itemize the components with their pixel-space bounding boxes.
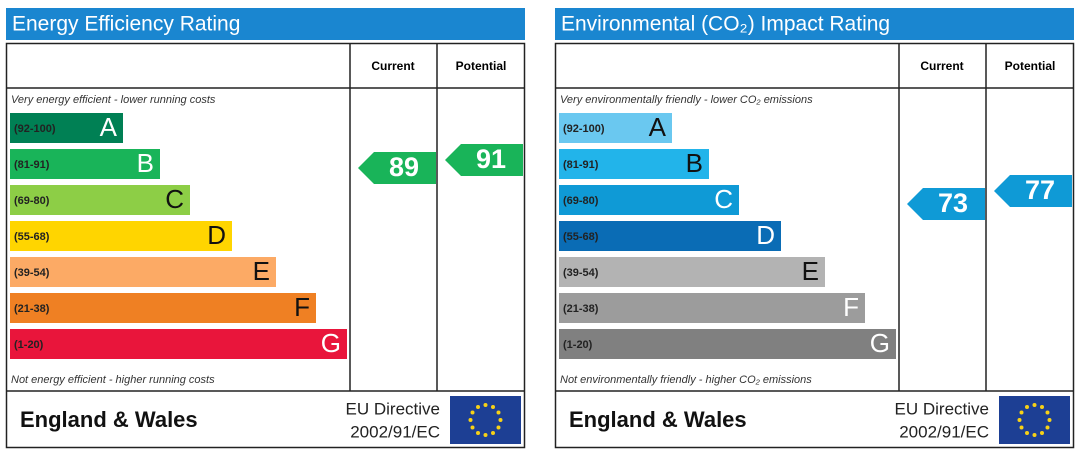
bottom-note: Not energy efficient - higher running co… (11, 374, 215, 386)
rating-panel: Energy Efficiency Rating Current Potential… (5, 8, 526, 449)
band-letter: A (649, 112, 667, 142)
column-header: Current (920, 59, 963, 73)
flag-star (483, 433, 488, 437)
flag-star (1019, 425, 1024, 430)
band-range: (69-80) (563, 195, 599, 207)
rating-band (10, 113, 123, 143)
flag-star (470, 425, 475, 430)
rating-arrow (358, 152, 436, 184)
directive: EU Directive (895, 399, 989, 418)
band-letter: B (137, 148, 154, 178)
rating-value: 77 (1025, 175, 1055, 205)
rating-band (10, 329, 347, 359)
band-letter: F (843, 292, 859, 322)
rating-band (559, 113, 672, 143)
band-range: (55-68) (563, 231, 599, 243)
panel-title: Environmental (CO₂) Impact Rating (561, 13, 890, 36)
band-range: (92-100) (14, 123, 56, 135)
band-range: (1-20) (563, 339, 593, 351)
flag-star (1047, 418, 1052, 422)
directive-code: 2002/91/EC (350, 422, 440, 441)
flag-star (1032, 433, 1037, 437)
column-header: Potential (456, 59, 507, 73)
flag-star (1045, 410, 1050, 415)
flag-star (491, 405, 495, 410)
band-letter: D (756, 220, 775, 250)
band-letter: G (870, 328, 890, 358)
flag-star (483, 403, 488, 407)
band-letter: C (165, 184, 184, 214)
band-range: (92-100) (563, 123, 605, 135)
flag-star (476, 405, 480, 410)
band-range: (81-91) (563, 159, 599, 171)
top-note: Very energy efficient - lower running co… (11, 94, 216, 106)
flag-star (470, 410, 475, 415)
band-range: (69-80) (14, 195, 50, 207)
rating-band (10, 293, 316, 323)
directive: EU Directive (346, 399, 440, 418)
flag-star (1025, 405, 1029, 410)
flag-star (1045, 425, 1050, 430)
band-letter: E (802, 256, 819, 286)
band-range: (55-68) (14, 231, 50, 243)
band-letter: B (686, 148, 703, 178)
column-header: Current (371, 59, 414, 73)
panel-title: Energy Efficiency Rating (12, 13, 240, 36)
flag-star (1032, 403, 1037, 407)
rating-band (10, 257, 276, 287)
band-letter: G (321, 328, 341, 358)
flag-star (1040, 405, 1044, 410)
rating-arrow (445, 144, 523, 176)
rating-band (559, 293, 865, 323)
flag-star (491, 430, 495, 435)
rating-value: 89 (389, 152, 419, 182)
flag-star (498, 418, 503, 422)
band-letter: A (100, 112, 118, 142)
rating-arrow (994, 175, 1072, 207)
rating-band (559, 149, 709, 179)
rating-value: 73 (938, 188, 968, 218)
column-header: Potential (1005, 59, 1056, 73)
band-letter: C (714, 184, 733, 214)
rating-band (10, 221, 232, 251)
top-note: Very environmentally friendly - lower CO… (560, 94, 813, 106)
flag-star (1025, 430, 1029, 435)
band-letter: E (253, 256, 270, 286)
flag-star (496, 425, 501, 430)
rating-band (10, 149, 160, 179)
band-range: (21-38) (14, 303, 50, 315)
rating-band (559, 221, 781, 251)
band-range: (21-38) (563, 303, 599, 315)
flag-star (1017, 418, 1022, 422)
flag-star (1040, 430, 1044, 435)
flag-star (468, 418, 473, 422)
rating-band (559, 185, 739, 215)
rating-arrow (907, 188, 985, 220)
bottom-note: Not environmentally friendly - higher CO… (560, 374, 812, 386)
rating-band (559, 257, 825, 287)
title-bar (6, 8, 525, 40)
band-range: (39-54) (14, 267, 50, 279)
title-bar (555, 8, 1074, 40)
rating-value: 91 (476, 144, 506, 174)
band-letter: F (294, 292, 310, 322)
rating-panel: Environmental (CO₂) Impact Rating Current… (554, 8, 1075, 449)
rating-band (10, 185, 190, 215)
rating-band (559, 329, 896, 359)
frame (554, 42, 1075, 449)
flag-star (1019, 410, 1024, 415)
band-range: (39-54) (563, 267, 599, 279)
band-range: (1-20) (14, 339, 44, 351)
band-range: (81-91) (14, 159, 50, 171)
flag-star (476, 430, 480, 435)
region: England & Wales (20, 407, 198, 432)
frame (5, 42, 526, 449)
directive-code: 2002/91/EC (899, 422, 989, 441)
region: England & Wales (569, 407, 747, 432)
flag-star (496, 410, 501, 415)
band-letter: D (207, 220, 226, 250)
